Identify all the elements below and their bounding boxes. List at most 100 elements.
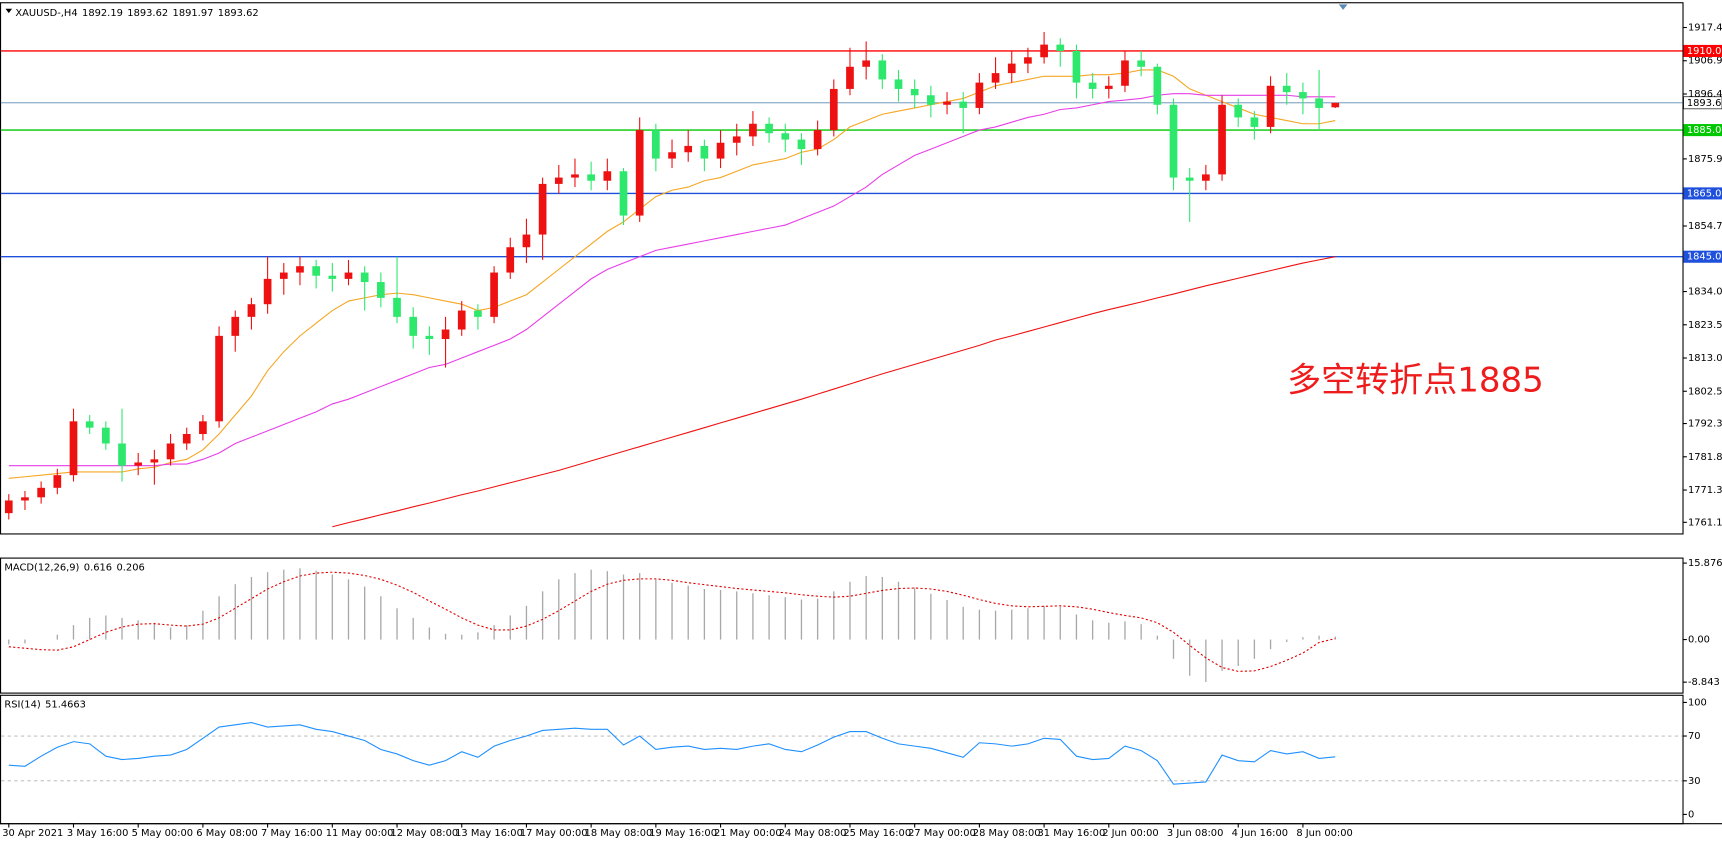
candle-body xyxy=(652,130,660,159)
candle-body xyxy=(668,152,676,159)
y-tick-label: 1792.30 xyxy=(1688,419,1722,430)
candle-body xyxy=(749,123,757,137)
candle-body xyxy=(1072,50,1081,83)
price-pane xyxy=(0,2,1684,535)
y-tick-label: 1823.50 xyxy=(1688,320,1722,331)
candle-body xyxy=(1218,104,1226,175)
candle-body xyxy=(716,142,725,159)
candle-body xyxy=(166,443,175,460)
candle-body xyxy=(862,60,870,67)
y-tick-label: 0.00 xyxy=(1688,635,1710,646)
annotation: 多空转折点1885 xyxy=(1287,360,1544,400)
header-value: 1893.62 xyxy=(127,8,168,19)
level-label-box xyxy=(1683,44,1722,57)
y-tick-label: 1802.50 xyxy=(1688,386,1722,397)
candle-body xyxy=(1185,177,1194,181)
candle-body xyxy=(1282,85,1291,93)
level-label: 1845.00 xyxy=(1687,252,1722,263)
x-tick-label: 4 Jun 16:00 xyxy=(1232,828,1288,839)
candle-body xyxy=(360,272,369,283)
y-tick-label: 1906.90 xyxy=(1688,56,1722,67)
x-tick-label: 3 Jun 08:00 xyxy=(1167,828,1223,839)
candle-body xyxy=(1202,174,1210,181)
candle-body xyxy=(1040,44,1048,58)
x-tick-label: 21 May 00:00 xyxy=(714,828,782,839)
macd-pane xyxy=(0,557,1684,694)
x-tick-label: 30 Apr 2021 xyxy=(2,828,63,839)
level-label: 1910.00 xyxy=(1687,46,1722,57)
y-tick-label: 1761.10 xyxy=(1688,517,1722,528)
x-tick-label: 17 May 00:00 xyxy=(520,828,588,839)
candle-body xyxy=(53,475,62,488)
last-price-box xyxy=(1683,96,1722,110)
y-tick-label: 1834.00 xyxy=(1688,287,1722,298)
candle-body xyxy=(1169,104,1178,178)
candle-body xyxy=(1024,57,1032,64)
candle-body xyxy=(1104,85,1113,89)
y-tick-label: 0 xyxy=(1688,809,1694,820)
candle-body xyxy=(829,88,838,131)
header-value: 0.616 xyxy=(84,562,112,573)
candle-body xyxy=(457,310,466,330)
x-tick-label: 11 May 00:00 xyxy=(326,828,394,839)
candle-body xyxy=(69,421,78,476)
candle-body xyxy=(1056,44,1065,51)
y-tick-label: 100 xyxy=(1688,697,1707,708)
y-tick-label: 1854.70 xyxy=(1688,221,1722,232)
candle-body xyxy=(1315,98,1323,108)
candle-body xyxy=(231,316,240,336)
candle-body xyxy=(538,183,547,235)
candle-body xyxy=(991,73,1000,83)
header-value: 51.4663 xyxy=(45,700,86,711)
candle-body xyxy=(1137,60,1145,67)
x-tick-label: 5 May 00:00 xyxy=(132,828,193,839)
level-label: 1885.00 xyxy=(1687,125,1722,136)
candle-body xyxy=(328,275,337,279)
candle-body xyxy=(700,145,709,159)
x-tick-label: 25 May 16:00 xyxy=(843,828,911,839)
candle-body xyxy=(1299,92,1307,99)
candle-body xyxy=(846,66,854,89)
candle-body xyxy=(1266,85,1275,127)
candle-body xyxy=(425,335,434,340)
candle-body xyxy=(635,130,644,216)
pane-header: XAUUSD-,H4 1892.19 1893.62 1891.97 1893.62 xyxy=(15,8,258,19)
signal-line xyxy=(8,571,1336,672)
candle-body xyxy=(1007,63,1016,74)
candle-body xyxy=(878,60,887,80)
candle-body xyxy=(393,297,401,317)
candle-body xyxy=(134,462,143,466)
x-tick-label: 2 Jun 00:00 xyxy=(1102,828,1158,839)
y-tick-label: 1917.40 xyxy=(1688,23,1722,34)
y-tick-label: 1781.80 xyxy=(1688,452,1722,463)
x-tick-label: 13 May 16:00 xyxy=(455,828,523,839)
candle-body xyxy=(797,139,806,150)
candle-body xyxy=(215,335,223,422)
candle-body xyxy=(377,282,385,298)
candle-body xyxy=(490,272,498,317)
candle-body xyxy=(1088,82,1097,89)
x-tick-label: 3 May 16:00 xyxy=(67,828,128,839)
x-tick-label: 27 May 00:00 xyxy=(908,828,976,839)
level-label: 1865.00 xyxy=(1687,188,1722,199)
y-tick-label: 1896.40 xyxy=(1688,89,1722,100)
candle-body xyxy=(263,278,272,305)
candle-body xyxy=(894,79,903,89)
candle-body xyxy=(619,171,628,216)
candle-body xyxy=(571,174,579,178)
candle-body xyxy=(1153,66,1162,105)
x-tick-label: 24 May 08:00 xyxy=(779,828,847,839)
indicator-name: XAUUSD-,H4 xyxy=(15,8,77,19)
candle-body xyxy=(182,433,191,444)
header-value: 1892.19 xyxy=(82,8,123,19)
moving-average xyxy=(8,93,1336,467)
candle-body xyxy=(910,88,919,96)
level-label-box xyxy=(1683,124,1722,137)
moving-average xyxy=(8,69,1336,479)
candle-body xyxy=(118,443,126,466)
y-tick-label: 1813.00 xyxy=(1688,353,1722,364)
candle-body xyxy=(150,459,159,463)
x-tick-label: 31 May 16:00 xyxy=(1038,828,1106,839)
x-tick-label: 8 Jun 00:00 xyxy=(1296,828,1352,839)
